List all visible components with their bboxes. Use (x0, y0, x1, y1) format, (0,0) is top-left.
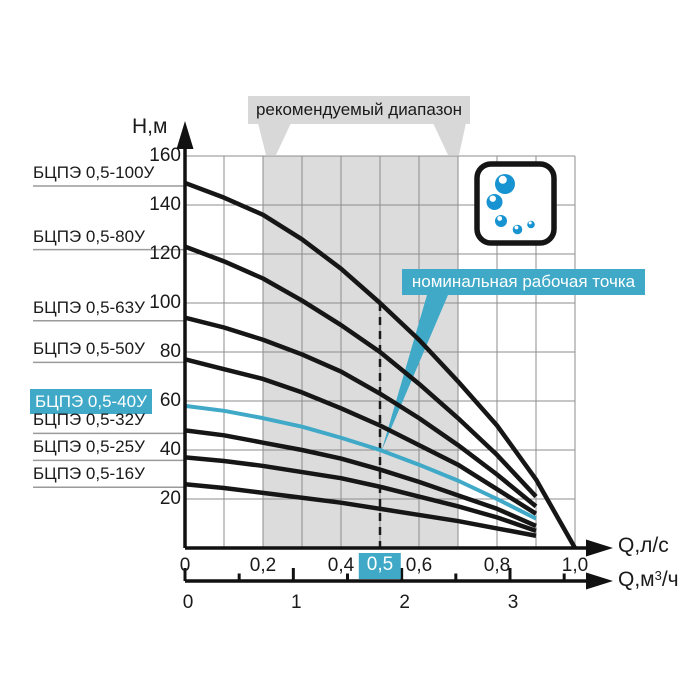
x-tick-label: 1,0 (561, 555, 589, 576)
x-tick-label: 0,2 (249, 555, 277, 576)
pump-curve-label: БЦПЭ 0,5-50У (33, 339, 145, 359)
pump-curve (184, 482, 537, 538)
y-tick-label: 40 (159, 439, 181, 460)
range-pointer-right (433, 123, 466, 155)
bubble-highlight (528, 221, 532, 225)
bubble-highlight (514, 225, 519, 230)
x-axis-cubic-arrow (586, 572, 613, 590)
pump-curve-label: БЦПЭ 0,5-63У (33, 297, 145, 317)
y-tick-label: 120 (149, 243, 181, 264)
range-pointer-left (258, 123, 291, 155)
y-axis-title: Н,м (132, 115, 168, 138)
pump-curve-label: БЦПЭ 0,5-40У (30, 388, 152, 414)
x-tick-label-nominal: 0,5 (358, 553, 402, 579)
x-axis-title-cubic-prefix: Q,м (618, 568, 655, 591)
pump-curve (184, 428, 537, 529)
y-tick-label: 80 (159, 341, 181, 362)
pump-curve-label: БЦПЭ 0,5-25У (33, 437, 145, 457)
x2-tick-label: 3 (507, 592, 519, 613)
y-tick-label: 100 (149, 292, 181, 313)
x2-tick-label: 0 (182, 592, 194, 613)
pump-curve-label: БЦПЭ 0,5-100У (33, 162, 155, 182)
x-axis-title-cubic-sup: 3 (654, 568, 662, 583)
pump-curve-label: БЦПЭ 0,5-16У (33, 464, 145, 484)
pump-curve (184, 180, 577, 550)
x-axis-title-cubic: Q,м3/ч (618, 568, 679, 592)
y-tick-label: 60 (159, 390, 181, 411)
bubble-highlight (498, 175, 507, 184)
y-axis-arrow (176, 121, 194, 149)
pump-curve-label: БЦПЭ 0,5-32У (33, 410, 145, 430)
x-tick-label: 0 (179, 555, 191, 576)
y-tick-label: 20 (159, 488, 181, 509)
x-axis-title-cubic-suffix: /ч (661, 568, 679, 591)
pump-curve (184, 315, 538, 509)
x-axis-liters-arrow (586, 539, 613, 557)
x2-tick-label: 2 (399, 592, 410, 613)
nominal-point-pointer (381, 295, 448, 451)
x-tick-label: 0,4 (327, 555, 355, 576)
pump-curve (184, 403, 537, 521)
x-tick-label: 0,6 (405, 555, 433, 576)
x-axis-title-liters: Q,л/с (618, 534, 669, 557)
pump-curve (184, 357, 538, 516)
pump-curve (184, 244, 538, 499)
y-tick-label: 140 (149, 194, 181, 215)
pump-curve-label: БЦПЭ 0,5-80У (33, 226, 145, 246)
recommended-range-callout: рекомендуемый диапазон (248, 96, 470, 124)
nominal-point-callout: номинальная рабочая точка (402, 269, 645, 295)
bubble-highlight (497, 216, 503, 221)
x2-tick-label: 1 (291, 592, 302, 613)
x-tick-label: 0,8 (483, 555, 511, 576)
pump-curve (184, 455, 537, 533)
y-tick-label: 160 (149, 145, 181, 166)
bubble-highlight (489, 195, 496, 202)
